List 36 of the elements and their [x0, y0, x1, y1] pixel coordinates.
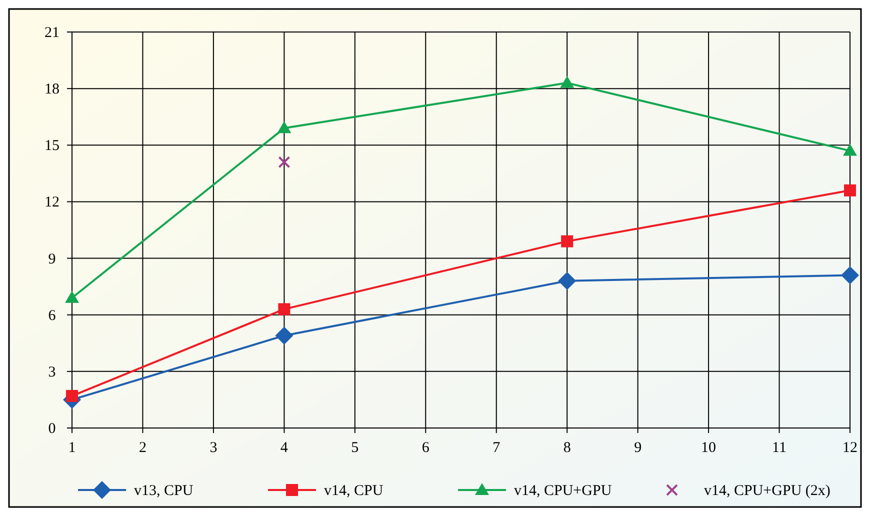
x-tick-label: 3: [210, 440, 218, 456]
x-tick-label: 10: [701, 440, 716, 456]
x-tick-label: 11: [772, 440, 786, 456]
point: [277, 121, 292, 134]
x-tick-label: 6: [422, 440, 430, 456]
y-tick-label: 3: [48, 364, 56, 380]
point: [844, 184, 856, 196]
y-tick-label: 18: [44, 82, 60, 98]
x-tick-label: 2: [138, 440, 146, 456]
legend-label: v14, CPU+GPU: [514, 483, 612, 499]
y-tick-label: 15: [44, 138, 60, 154]
legend-label: v13, CPU: [134, 483, 194, 499]
point: [560, 76, 574, 88]
point: [66, 390, 78, 402]
point: [65, 290, 79, 303]
x-tick-label: 7: [492, 440, 501, 456]
legend-label: v14, CPU+GPU (2x): [704, 483, 830, 499]
x-tick-label: 9: [634, 440, 642, 456]
point: [275, 326, 294, 345]
legend-label: v14, CPU: [324, 483, 384, 499]
point: [278, 156, 290, 168]
y-tick-label: 21: [44, 25, 60, 41]
y-tick-label: 12: [44, 194, 60, 211]
point: [558, 272, 576, 290]
x-tick-label: 1: [68, 440, 76, 456]
point: [561, 235, 574, 248]
y-tick-label: 9: [48, 251, 56, 268]
x-tick-label: 8: [563, 440, 571, 456]
x-tick-label: 12: [842, 440, 858, 456]
point: [843, 144, 857, 156]
x-tick-label: 4: [280, 440, 288, 456]
y-tick-label: 6: [48, 308, 56, 324]
x-tick-label: 5: [351, 440, 359, 456]
point: [841, 266, 859, 284]
y-tick-label: 0: [48, 421, 56, 437]
point: [278, 303, 290, 316]
